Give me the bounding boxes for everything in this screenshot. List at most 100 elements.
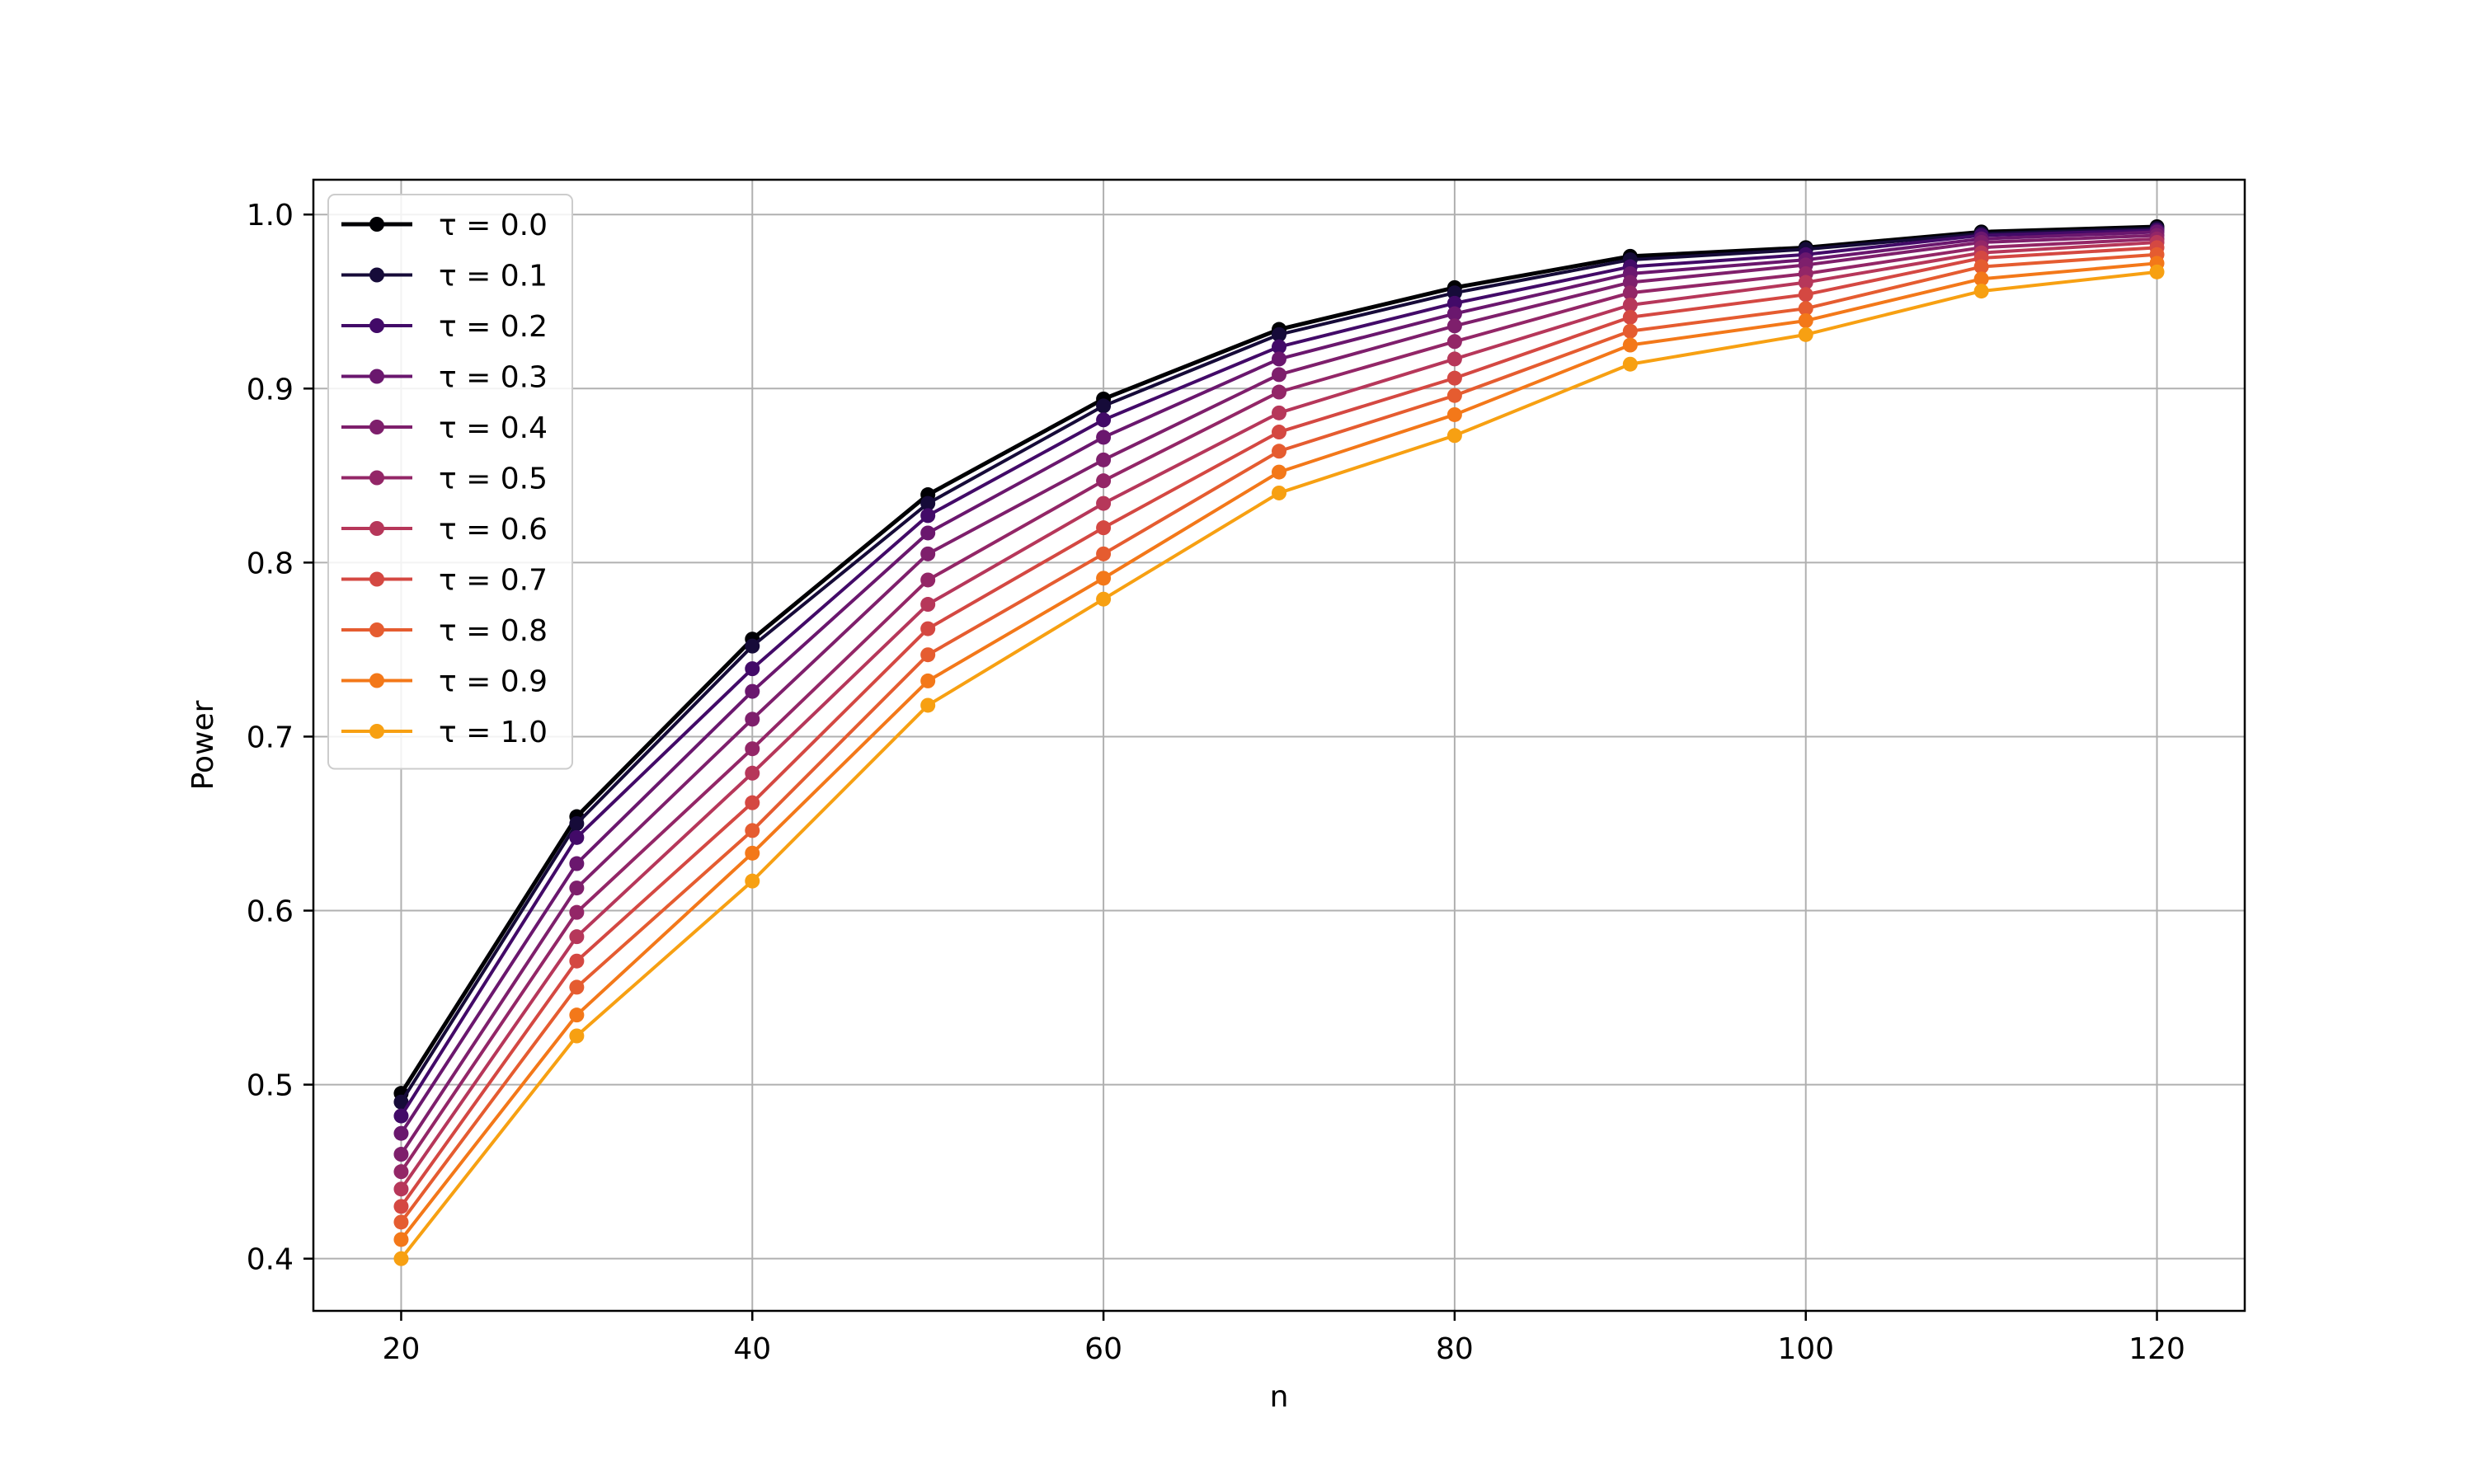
legend-item: τ = 0.9 <box>341 665 548 699</box>
data-point <box>1973 271 1989 287</box>
data-point <box>569 953 585 969</box>
series-line <box>399 252 2157 1223</box>
legend-item: τ = 0.6 <box>341 513 548 547</box>
data-point <box>920 546 936 561</box>
data-point <box>1096 546 1112 561</box>
series-8 <box>393 247 2165 1230</box>
legend-swatch-marker <box>369 521 384 536</box>
y-axis-label: Power <box>186 700 220 790</box>
data-point <box>745 873 760 889</box>
data-point <box>1272 384 1286 400</box>
data-point <box>1096 591 1112 607</box>
y-tick-label: 0.6 <box>247 895 294 929</box>
legend-label: τ = 0.4 <box>439 411 548 445</box>
x-axis-label: n <box>1270 1380 1289 1414</box>
data-point <box>1622 285 1638 301</box>
x-tick-label: 120 <box>2128 1332 2185 1366</box>
data-point <box>920 508 936 524</box>
legend-label: τ = 0.8 <box>439 614 548 648</box>
data-point <box>569 979 585 995</box>
data-point <box>1446 318 1462 334</box>
legend-swatch-marker <box>369 420 384 434</box>
data-point <box>1446 351 1462 367</box>
legend-label: τ = 0.0 <box>439 209 548 242</box>
legend-item: τ = 0.1 <box>341 260 548 294</box>
data-point <box>1973 259 1989 275</box>
x-tick-label: 100 <box>1777 1332 1834 1366</box>
data-point <box>745 638 760 654</box>
data-point <box>745 765 760 781</box>
data-point <box>745 741 760 757</box>
data-point <box>1798 326 1813 342</box>
series-10 <box>393 264 2165 1266</box>
data-point <box>1272 351 1286 367</box>
data-point <box>393 1094 409 1110</box>
legend-item: τ = 0.5 <box>341 463 548 496</box>
y-tick-label: 0.9 <box>247 373 294 406</box>
data-point <box>745 683 760 699</box>
data-point <box>920 673 936 688</box>
y-axis: 0.4 0.5 0.6 0.7 0.8 0.9 1.0 <box>247 199 313 1277</box>
legend-item: τ = 0.4 <box>341 411 548 445</box>
legend-swatch-marker <box>369 470 384 486</box>
data-point <box>920 495 936 511</box>
data-point <box>1622 323 1638 339</box>
data-point <box>569 1007 585 1023</box>
grid-lines <box>313 180 2245 1311</box>
plot-frame <box>312 178 2246 1313</box>
series-9 <box>393 256 2165 1247</box>
series-4 <box>393 228 2165 1162</box>
data-point <box>393 1108 409 1124</box>
data-point <box>1446 306 1462 322</box>
y-tick-label: 0.5 <box>247 1069 294 1103</box>
data-point <box>393 1232 409 1247</box>
data-point <box>569 904 585 920</box>
x-tick-label: 60 <box>1084 1332 1122 1366</box>
legend-item: τ = 0.0 <box>341 209 548 242</box>
legend-label: τ = 0.9 <box>439 665 548 699</box>
series-layer <box>393 218 2165 1266</box>
data-point <box>1622 356 1638 372</box>
data-point <box>1096 412 1112 428</box>
x-tick-label: 40 <box>733 1332 771 1366</box>
data-point <box>920 621 936 636</box>
legend-label: τ = 0.6 <box>439 513 548 547</box>
data-point <box>569 929 585 945</box>
legend-swatch-marker <box>369 571 384 587</box>
data-point <box>745 823 760 838</box>
data-point <box>920 697 936 713</box>
data-point <box>1446 387 1462 403</box>
legend-swatch-marker <box>369 369 384 384</box>
data-point <box>1272 485 1286 500</box>
data-point <box>1798 287 1813 303</box>
legend-label: τ = 0.3 <box>439 361 548 395</box>
data-point <box>1446 406 1462 422</box>
legend-swatch-marker <box>369 622 384 637</box>
y-tick-label: 0.4 <box>247 1243 294 1277</box>
data-point <box>1622 309 1638 325</box>
legend-frame <box>327 194 573 770</box>
legend-item: τ = 0.3 <box>341 361 548 395</box>
data-point <box>1798 301 1813 317</box>
data-point <box>1446 295 1462 311</box>
data-point <box>1272 425 1286 440</box>
data-point <box>1973 284 1989 299</box>
data-point <box>920 647 936 663</box>
y-tick-label: 0.8 <box>247 547 294 580</box>
data-point <box>1622 275 1638 290</box>
data-point <box>1096 495 1112 511</box>
x-tick-label: 80 <box>1436 1332 1474 1366</box>
data-point <box>569 815 585 831</box>
data-point <box>1272 405 1286 420</box>
data-point <box>1446 370 1462 386</box>
data-point <box>569 856 585 871</box>
data-point <box>393 1199 409 1214</box>
series-line <box>399 240 2157 1190</box>
data-point <box>920 597 936 613</box>
legend-swatch-marker <box>369 217 384 232</box>
data-point <box>1272 464 1286 480</box>
x-axis: 20 40 60 80 100 120 <box>383 1311 2185 1366</box>
data-point <box>1798 275 1813 290</box>
legend-item: τ = 1.0 <box>341 716 548 749</box>
